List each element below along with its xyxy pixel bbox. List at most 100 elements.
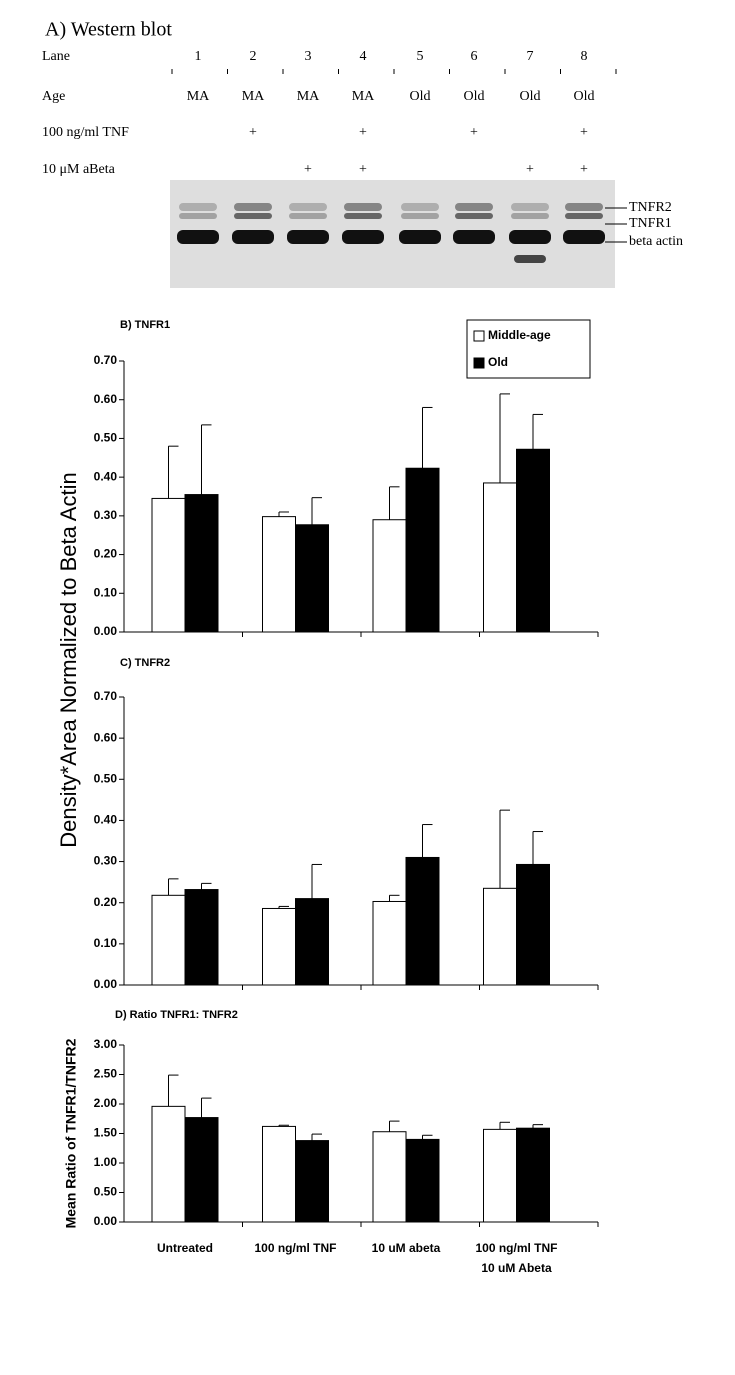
bar	[184, 889, 219, 986]
bar	[184, 1117, 219, 1223]
y-axis-label: Mean Ratio of TNFR1/TNFR2	[63, 1038, 79, 1228]
bar	[295, 898, 329, 986]
bar	[151, 1105, 186, 1223]
y-tick-label: 0.40	[94, 469, 118, 483]
chart-title: C) TNFR2	[120, 657, 170, 669]
blot-band	[511, 203, 549, 211]
blot-band	[179, 203, 217, 211]
blot-band	[401, 203, 439, 211]
blot-band	[565, 203, 603, 211]
bar	[372, 900, 407, 986]
cell-label: Old	[410, 89, 431, 104]
blot-band	[514, 255, 546, 263]
bar	[372, 1131, 407, 1223]
blot-band	[342, 230, 384, 244]
cell-label: +	[249, 125, 257, 140]
cell-label: 4	[360, 49, 367, 64]
blot-band	[234, 213, 272, 219]
x-tick-label: 100 ng/ml TNF	[254, 1241, 337, 1255]
cell-label: +	[470, 125, 478, 140]
blot-band	[455, 203, 493, 211]
y-tick-label: 0.30	[94, 854, 118, 868]
cell-label: Old	[464, 89, 485, 104]
cell-label: Old	[574, 89, 595, 104]
cell-label: Old	[520, 89, 541, 104]
row-label: Lane	[42, 49, 70, 64]
bar	[405, 856, 440, 986]
legend-swatch	[473, 330, 485, 342]
y-tick-label: 0.50	[94, 771, 118, 785]
legend-swatch	[473, 357, 485, 369]
y-tick-label: 0.30	[94, 508, 118, 522]
blot-band	[344, 203, 382, 211]
y-tick-label: 0.00	[94, 624, 118, 638]
y-tick-label: 0.50	[94, 1185, 118, 1199]
y-tick-label: 0.00	[94, 1214, 118, 1228]
panel-title: A) Western blot	[45, 19, 172, 41]
band-label: beta actin	[629, 234, 683, 249]
chart-title: B) TNFR1	[120, 319, 170, 331]
y-tick-label: 3.00	[94, 1037, 118, 1051]
bar	[295, 524, 329, 633]
bar	[151, 894, 186, 986]
blot-band	[177, 230, 219, 244]
cell-label: 7	[527, 49, 534, 64]
y-tick-label: 2.00	[94, 1096, 118, 1110]
bar	[405, 467, 440, 633]
cell-label: 6	[471, 49, 478, 64]
blot-band	[234, 203, 272, 211]
y-tick-label: 0.70	[94, 353, 118, 367]
blot-band	[401, 213, 439, 219]
bar	[262, 1125, 296, 1223]
blot-band	[453, 230, 495, 244]
bar	[151, 497, 186, 633]
cell-label: 8	[581, 49, 588, 64]
blot-band	[509, 230, 551, 244]
y-tick-label: 0.10	[94, 936, 118, 950]
bar	[516, 863, 550, 986]
band-label: TNFR1	[629, 216, 672, 231]
cell-label: +	[580, 125, 588, 140]
y-tick-label: 0.20	[94, 547, 118, 561]
y-tick-label: 0.70	[94, 689, 118, 703]
band-label: TNFR2	[629, 200, 672, 215]
cell-label: +	[359, 162, 367, 177]
legend-label: Middle-age	[488, 328, 551, 342]
bar	[483, 1128, 517, 1223]
y-tick-label: 0.60	[94, 392, 118, 406]
cell-label: 5	[417, 49, 424, 64]
blot-band	[287, 230, 329, 244]
blot-band	[565, 213, 603, 219]
bar	[262, 907, 296, 986]
blot-band	[399, 230, 441, 244]
blot-band	[179, 213, 217, 219]
row-label: Age	[42, 89, 65, 104]
legend-label: Old	[488, 355, 508, 369]
y-tick-label: 0.40	[94, 813, 118, 827]
cell-label: MA	[242, 89, 265, 104]
legend-box	[466, 319, 591, 379]
bar	[405, 1138, 440, 1223]
blot-band	[563, 230, 605, 244]
bar	[516, 448, 550, 633]
blot-band	[344, 213, 382, 219]
y-tick-label: 0.00	[94, 977, 118, 991]
blot-band	[289, 213, 327, 219]
blot-band	[511, 213, 549, 219]
x-tick-label: 100 ng/ml TNF 10 uM Abeta	[475, 1241, 558, 1275]
bar	[483, 482, 517, 633]
cell-label: 3	[305, 49, 312, 64]
y-tick-label: 0.20	[94, 895, 118, 909]
bar	[262, 516, 296, 633]
y-tick-label: 1.50	[94, 1126, 118, 1140]
row-label: 10 μM aBeta	[42, 162, 116, 177]
cell-label: MA	[352, 89, 375, 104]
blot-band	[455, 213, 493, 219]
chart-title: D) Ratio TNFR1: TNFR2	[115, 1009, 238, 1021]
bar	[295, 1140, 329, 1223]
y-axis-label: Density*Area Normalized to Beta Actin	[56, 472, 81, 847]
y-tick-label: 2.50	[94, 1067, 118, 1081]
blot-band	[289, 203, 327, 211]
